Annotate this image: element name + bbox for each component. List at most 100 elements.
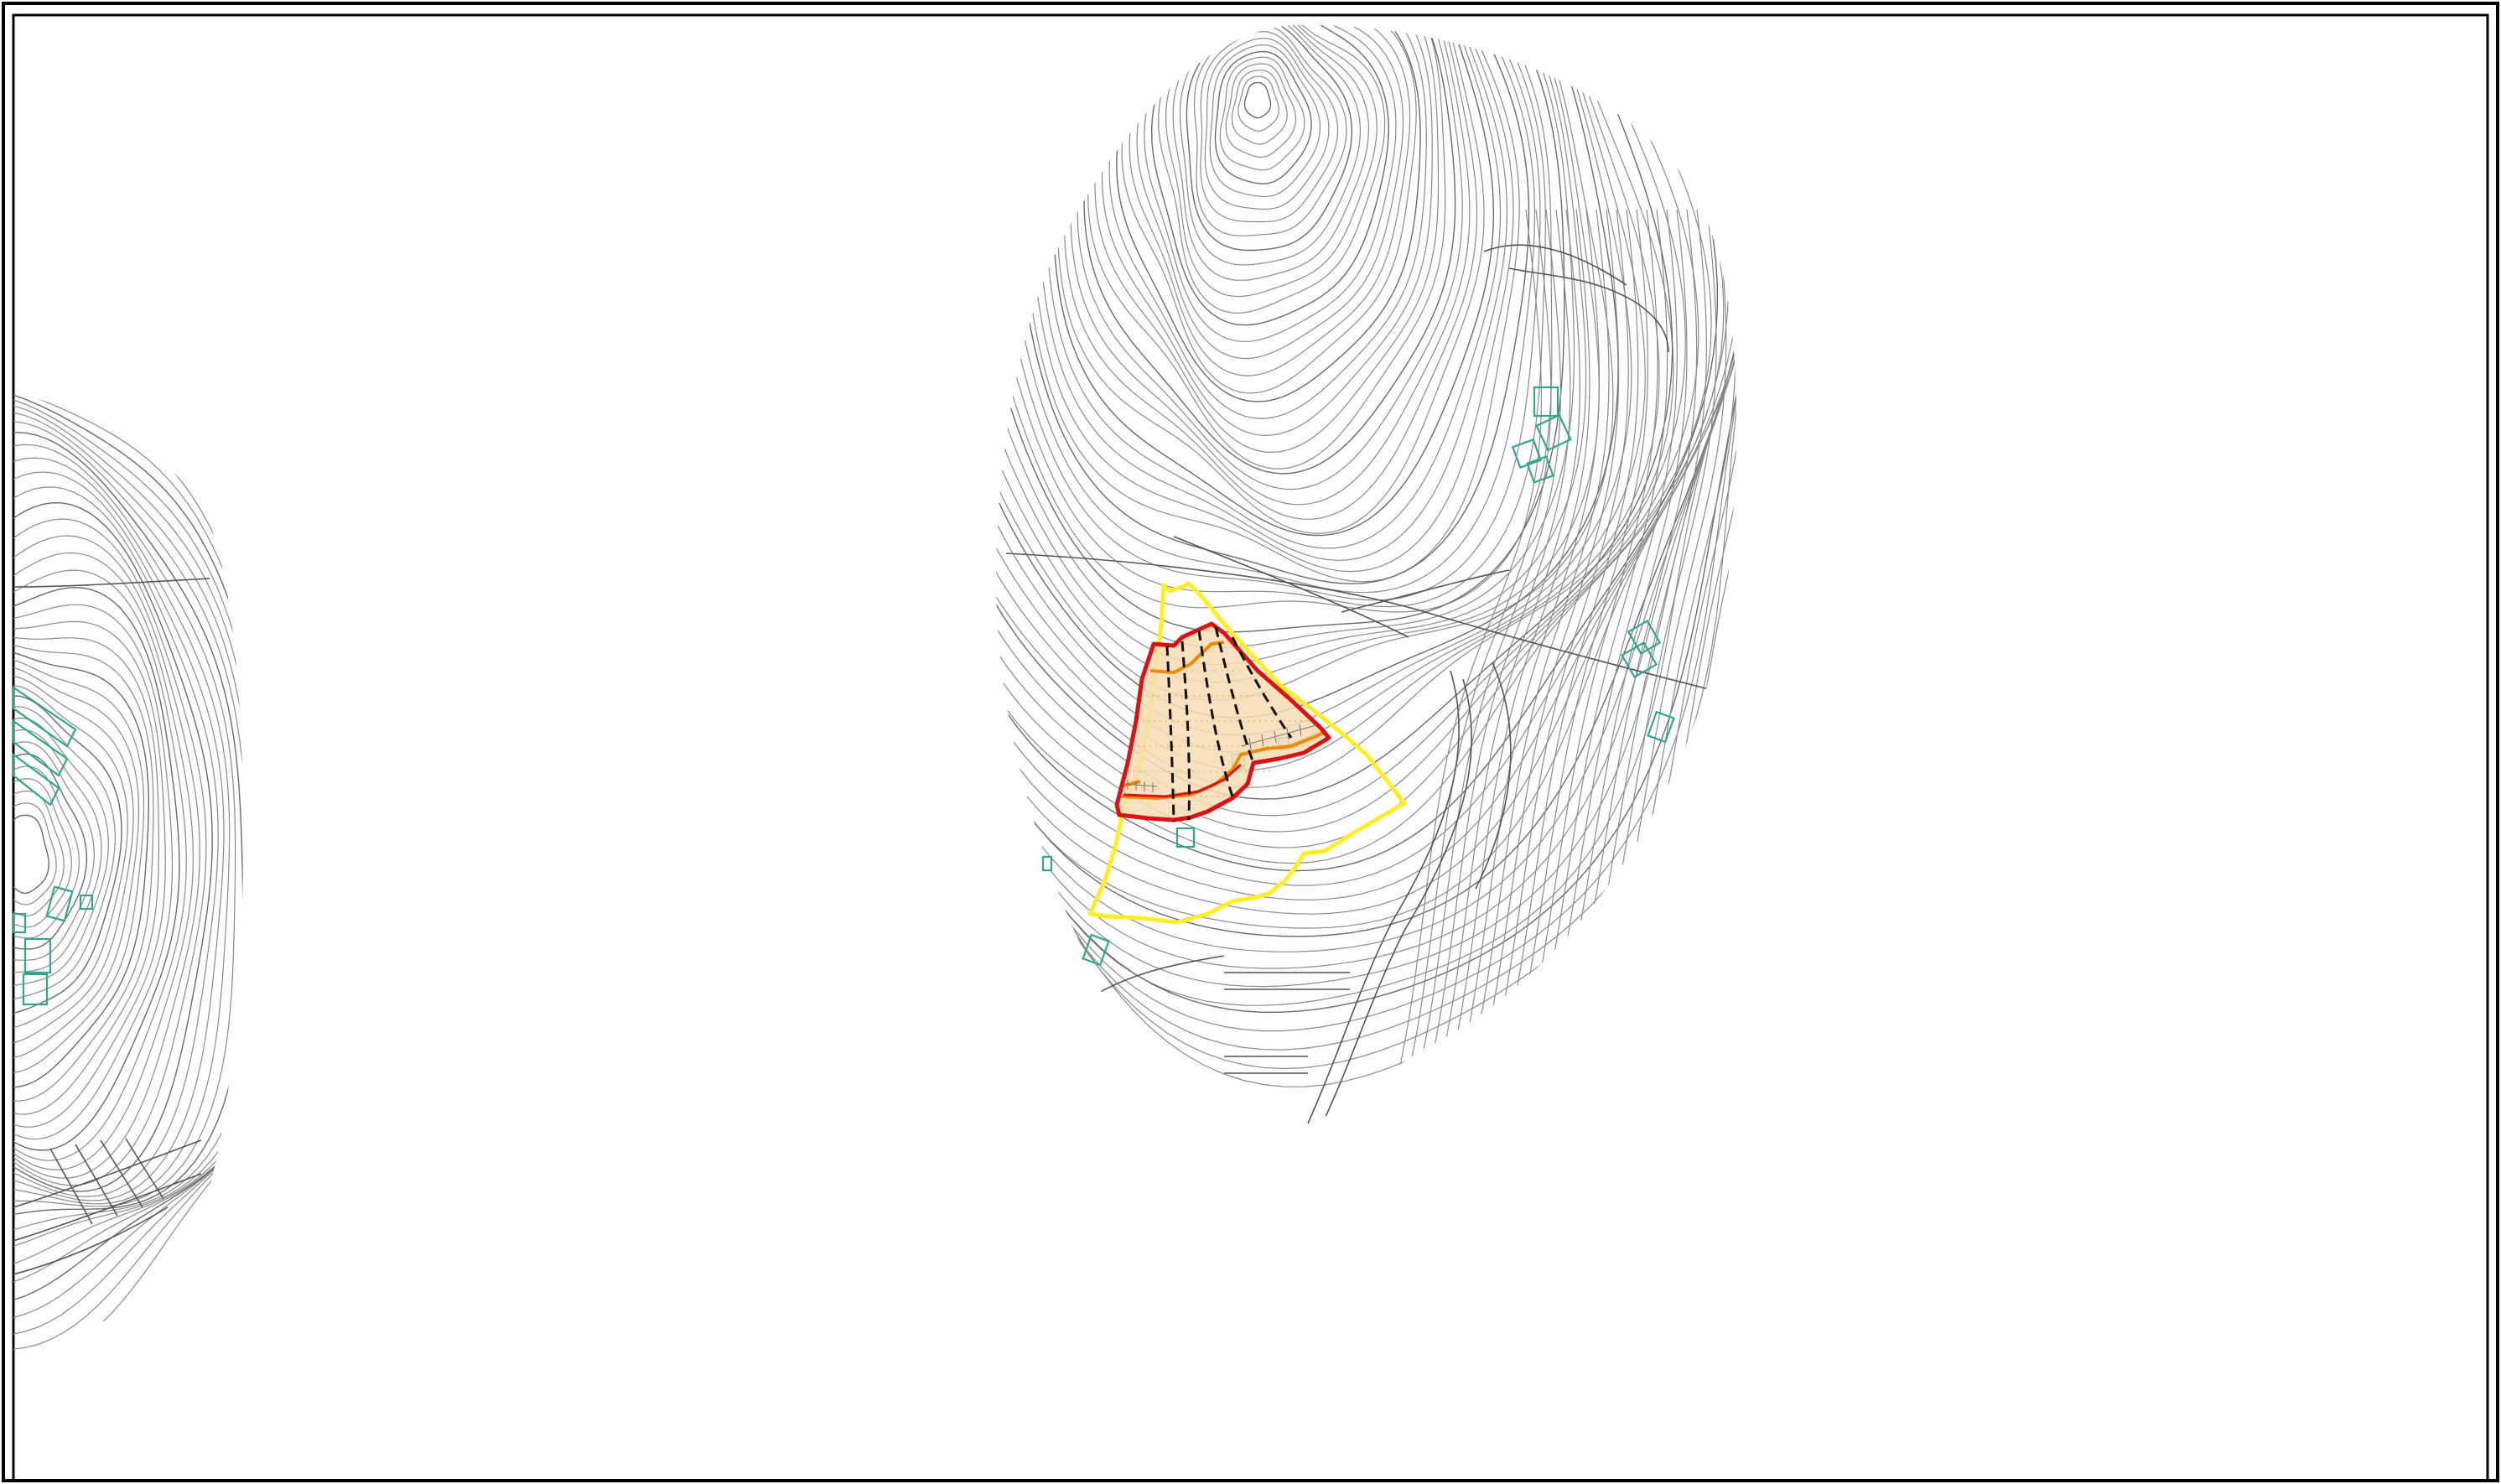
contour-line xyxy=(13,706,116,1001)
contour-line xyxy=(996,24,1575,649)
contour-line xyxy=(13,649,149,1088)
contour-line xyxy=(1564,209,1717,1128)
contour-line xyxy=(13,586,180,1151)
contour-line xyxy=(1463,209,1620,1128)
contour-line xyxy=(13,753,88,950)
building xyxy=(1041,855,1053,872)
contour-line xyxy=(1193,24,1347,236)
contour-line xyxy=(1102,24,1433,437)
contour-line xyxy=(996,24,1674,789)
contour-line xyxy=(1083,24,1456,475)
contour-line xyxy=(996,24,1737,929)
contour-line xyxy=(996,24,1737,1051)
contour-line xyxy=(996,24,1737,952)
contour-line xyxy=(1443,209,1601,1128)
contour-line xyxy=(996,24,1737,900)
contour-line xyxy=(1018,24,1530,584)
contour-line xyxy=(1214,50,1312,184)
contour-line xyxy=(13,814,49,895)
contour-lines-left xyxy=(13,394,243,1350)
contour-line xyxy=(13,394,243,1321)
building xyxy=(12,685,77,748)
building xyxy=(1175,827,1196,848)
contour-line xyxy=(1715,209,1737,1128)
contour-line xyxy=(1129,24,1411,376)
contour-line xyxy=(13,457,231,1205)
contour-line xyxy=(996,24,1737,988)
contour-line xyxy=(13,604,174,1140)
contour-line xyxy=(13,656,145,1074)
contour-line xyxy=(996,24,1619,719)
contour-line xyxy=(13,741,95,961)
building xyxy=(1535,413,1572,452)
contour-line xyxy=(1243,81,1272,119)
section-line xyxy=(1231,636,1293,739)
contour-line xyxy=(996,24,1737,969)
contour-line xyxy=(1238,75,1279,132)
section-line xyxy=(1180,641,1191,821)
contour-line xyxy=(13,552,195,1171)
contour-line xyxy=(13,394,243,1305)
contour-line xyxy=(1121,24,1417,394)
contour-line xyxy=(13,518,207,1186)
contour-line xyxy=(1473,209,1629,1128)
contour-line xyxy=(1046,24,1502,549)
contour-line xyxy=(1523,209,1678,1128)
terrace-line xyxy=(1149,641,1225,674)
contour-line xyxy=(996,24,1699,833)
contour-line xyxy=(996,24,1730,886)
building xyxy=(1647,710,1675,744)
contour-line xyxy=(13,674,134,1045)
contour-line xyxy=(996,24,1718,872)
contour-line xyxy=(13,486,219,1197)
contour-line xyxy=(1186,24,1352,252)
study-area-boundary[interactable] xyxy=(1087,581,1407,925)
contour-line xyxy=(1694,209,1737,1128)
contour-line xyxy=(1144,24,1397,342)
contour-line xyxy=(13,641,154,1102)
contour-line xyxy=(13,431,243,1220)
building xyxy=(22,973,49,1006)
contour-line xyxy=(1725,209,1737,1128)
contour-line xyxy=(1108,24,1427,419)
contour-line xyxy=(13,420,243,1237)
contour-line xyxy=(996,24,1660,771)
drawing-frame-inner xyxy=(12,13,2489,1482)
building xyxy=(1627,620,1662,655)
contour-line xyxy=(1403,209,1561,1128)
building xyxy=(1082,933,1110,967)
roads-left xyxy=(13,578,210,1275)
contour-line xyxy=(13,695,122,1015)
site-boundary[interactable] xyxy=(1114,621,1331,822)
contour-line xyxy=(1483,209,1639,1128)
contour-line xyxy=(996,24,1673,800)
contour-line xyxy=(996,24,1546,608)
contour-line xyxy=(1094,24,1440,454)
contour-line xyxy=(996,24,1737,1032)
building xyxy=(23,937,52,974)
contour-line xyxy=(1172,24,1370,281)
section-line xyxy=(1197,630,1234,797)
contour-line xyxy=(1070,24,1471,506)
contour-line xyxy=(1056,24,1485,534)
contour-line xyxy=(1158,24,1386,314)
contour-line xyxy=(1453,209,1610,1128)
contour-line xyxy=(996,24,1600,683)
contour-line xyxy=(1674,209,1737,1128)
building xyxy=(12,719,69,777)
contour-line xyxy=(1116,24,1421,402)
contour-line xyxy=(13,717,109,987)
contour-line xyxy=(1393,209,1552,1128)
contour-line xyxy=(1179,24,1362,266)
contour-line xyxy=(1150,24,1389,326)
building xyxy=(1621,641,1658,678)
site-edge-hatch xyxy=(1123,724,1317,792)
contour-line xyxy=(996,24,1646,754)
contour-line xyxy=(13,729,102,973)
contour-line xyxy=(13,665,140,1059)
contour-line xyxy=(13,620,166,1128)
contour-line xyxy=(13,684,128,1030)
site-boundary-inner xyxy=(1123,763,1243,798)
